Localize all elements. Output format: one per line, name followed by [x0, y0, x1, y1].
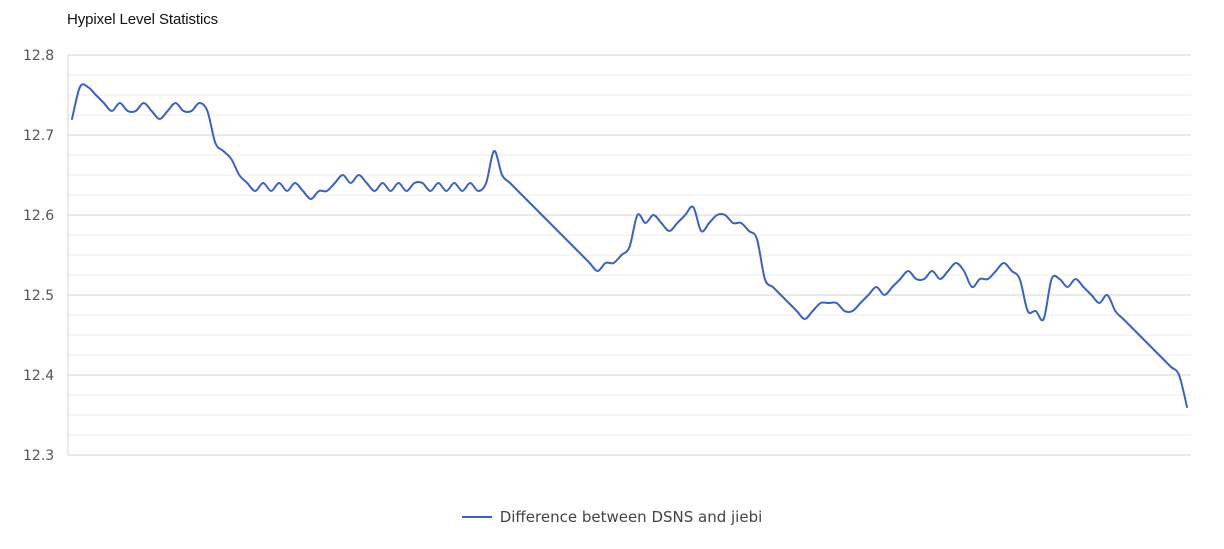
y-tick-label: 12.7 — [23, 128, 54, 144]
y-axis-ticks: 12.8 12.7 12.6 12.5 12.4 12.3 — [23, 48, 54, 464]
y-tick-label: 12.4 — [23, 368, 54, 384]
legend: Difference between DSNS and jiebi — [0, 508, 1224, 526]
y-tick-label: 12.5 — [23, 288, 54, 304]
series-line[interactable] — [71, 83, 1188, 408]
series-lines — [71, 83, 1188, 408]
legend-swatch — [461, 516, 492, 518]
y-tick-label: 12.6 — [23, 208, 54, 224]
y-tick-label: 12.3 — [23, 448, 54, 464]
grid-lines — [67, 54, 1191, 456]
chart-title: Hypixel Level Statistics — [67, 11, 218, 28]
legend-item[interactable]: Difference between DSNS and jiebi — [461, 508, 763, 526]
legend-label: Difference between DSNS and jiebi — [499, 508, 763, 526]
y-tick-label: 12.8 — [23, 48, 54, 64]
